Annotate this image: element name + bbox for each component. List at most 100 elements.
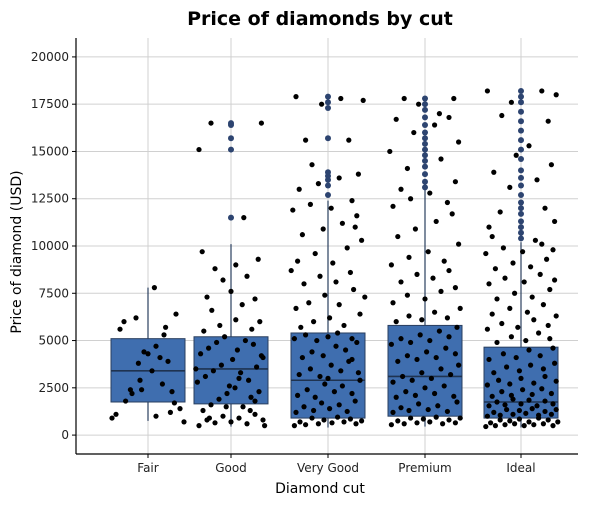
- data-point: [523, 410, 529, 416]
- data-point: [321, 417, 327, 423]
- data-point: [504, 364, 510, 370]
- data-point: [508, 334, 514, 340]
- data-point: [137, 377, 143, 383]
- data-point: [309, 349, 315, 355]
- data-point: [420, 416, 426, 422]
- data-point: [204, 294, 210, 300]
- data-point: [419, 370, 425, 376]
- data-point: [200, 407, 206, 414]
- data-point: [444, 199, 450, 206]
- data-point: [252, 398, 258, 404]
- data-point: [151, 285, 157, 291]
- data-point: [436, 111, 442, 117]
- data-point: [520, 387, 526, 393]
- data-point: [552, 277, 558, 283]
- data-point: [390, 203, 396, 209]
- data-point: [311, 319, 317, 325]
- data-point: [499, 320, 505, 327]
- data-point: [531, 422, 537, 428]
- data-point: [343, 347, 349, 353]
- data-point: [432, 390, 438, 397]
- data-point: [553, 378, 559, 384]
- data-point: [301, 404, 307, 410]
- data-point: [492, 266, 498, 272]
- data-point: [347, 416, 353, 422]
- data-point: [521, 423, 527, 429]
- outlier-point: [518, 137, 524, 144]
- data-point: [489, 311, 495, 317]
- data-point: [328, 205, 334, 211]
- data-point: [298, 324, 304, 330]
- outlier-point: [518, 156, 524, 163]
- data-point: [239, 302, 245, 308]
- data-point: [550, 345, 556, 351]
- data-point: [433, 354, 439, 361]
- outlier-point: [518, 146, 524, 153]
- data-point: [299, 354, 305, 361]
- data-point: [359, 418, 365, 424]
- data-point: [295, 258, 301, 264]
- data-point: [513, 354, 519, 361]
- data-point: [510, 260, 516, 266]
- data-point: [510, 411, 516, 417]
- data-point: [400, 373, 406, 380]
- data-point: [234, 347, 240, 353]
- data-point: [542, 408, 548, 415]
- data-point: [526, 347, 532, 353]
- data-point: [242, 337, 248, 344]
- data-point: [325, 334, 331, 340]
- data-point: [357, 311, 363, 317]
- data-point: [532, 237, 539, 243]
- data-point: [427, 190, 433, 196]
- data-point: [244, 273, 250, 279]
- data-point: [250, 341, 256, 347]
- outlier-point: [422, 152, 428, 159]
- data-point: [352, 224, 358, 230]
- data-point: [196, 423, 202, 429]
- data-point: [494, 296, 500, 302]
- data-point: [518, 401, 524, 407]
- data-point: [550, 247, 556, 253]
- outlier-point: [325, 104, 331, 111]
- outlier-point: [518, 167, 524, 174]
- data-point: [531, 317, 537, 323]
- data-point: [406, 313, 412, 319]
- data-point: [320, 353, 326, 359]
- data-point: [206, 345, 212, 351]
- data-point: [550, 423, 556, 429]
- data-point: [499, 112, 505, 119]
- data-point: [232, 385, 238, 391]
- data-point: [196, 146, 202, 153]
- data-point: [167, 409, 173, 415]
- outlier-point: [422, 129, 428, 136]
- data-point: [193, 366, 199, 372]
- data-point: [327, 315, 333, 321]
- data-point: [338, 368, 344, 374]
- x-tick-label: Premium: [398, 461, 451, 475]
- data-point: [494, 339, 500, 346]
- data-point: [537, 353, 543, 359]
- data-point: [388, 262, 394, 268]
- data-point: [295, 392, 301, 398]
- data-point: [552, 360, 558, 366]
- y-tick-label: 5000: [38, 334, 69, 348]
- data-point: [511, 290, 518, 296]
- data-point: [438, 288, 444, 294]
- data-point: [317, 273, 323, 279]
- data-point: [540, 302, 547, 308]
- data-point: [338, 95, 344, 102]
- data-point: [238, 370, 244, 376]
- data-point: [511, 421, 518, 427]
- data-point: [395, 418, 401, 424]
- data-point: [539, 386, 545, 392]
- data-point: [432, 309, 438, 315]
- data-point: [331, 389, 337, 395]
- data-point: [349, 336, 355, 342]
- data-point: [390, 409, 396, 415]
- data-point: [425, 249, 431, 255]
- outlier-point: [518, 108, 524, 115]
- x-axis-title: Diamond cut: [275, 481, 365, 497]
- data-point: [403, 389, 409, 395]
- data-point: [520, 249, 526, 255]
- data-point: [425, 406, 431, 413]
